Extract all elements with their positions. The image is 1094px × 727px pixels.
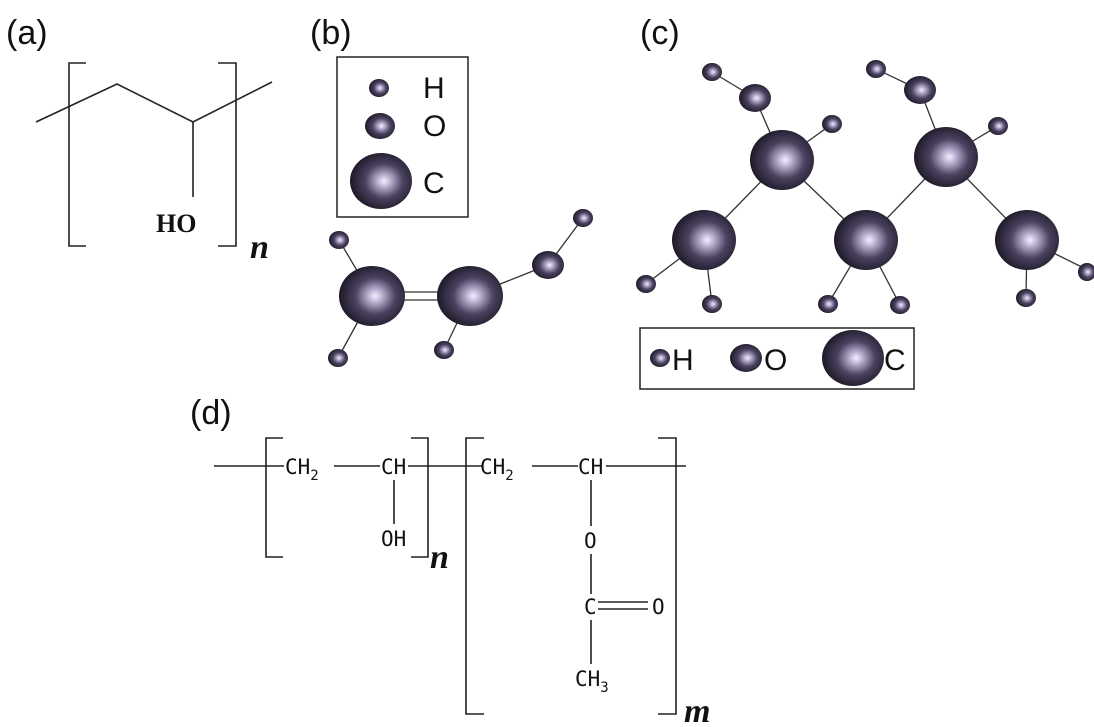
chain-h-9 (1016, 289, 1036, 307)
chain-o-2 (904, 76, 936, 104)
atom-h-1 (329, 231, 349, 249)
legend-b-carbon-label: C (423, 167, 445, 200)
va-repeat-n: n (430, 539, 449, 576)
chain-h-10 (1078, 263, 1094, 281)
chain-c-5 (995, 210, 1059, 270)
panel-d-label: (d) (190, 394, 232, 432)
panel-c-label: (c) (640, 14, 680, 52)
legend-c-hydrogen-label: H (672, 344, 694, 377)
va-ch2-sub: 2 (310, 468, 318, 484)
legend-c-carbon-atom (822, 330, 884, 386)
vac-methyl-sub: 3 (600, 680, 608, 696)
atom-h-4 (573, 209, 593, 227)
panel-b-label: (b) (310, 14, 352, 52)
pva-right-bracket (218, 62, 237, 247)
atom-c-2 (437, 266, 503, 326)
panel-c-legend-box (639, 327, 915, 390)
va-ch2-label: CH2 (285, 455, 319, 484)
pva-repeat-n: n (250, 229, 269, 266)
chain-c-1 (672, 210, 736, 270)
chain-c-2 (750, 130, 814, 190)
legend-b-hydrogen-label: H (423, 72, 445, 105)
pva-skeletal-chain (35, 81, 273, 123)
vac-ch2-ch: CH (480, 455, 505, 479)
vac-left-bracket (465, 437, 484, 715)
legend-b-oxygen-label: O (423, 110, 446, 143)
chain-h-8 (890, 296, 910, 314)
vac-carbonyl-oxygen-label: O (652, 595, 665, 619)
pva-hydroxyl-label: HO (156, 209, 196, 238)
vac-methyl-label: CH3 (575, 667, 609, 696)
legend-c-carbon-label: C (884, 344, 906, 377)
atom-o-1 (532, 251, 564, 279)
chain-h-3 (866, 60, 886, 78)
vac-repeat-m: m (684, 693, 710, 727)
chain-h-2 (822, 115, 842, 133)
panel-c-legend: H O C (639, 327, 915, 390)
vac-ch2-label: CH2 (480, 455, 514, 484)
legend-b-hydrogen-atom (369, 79, 389, 97)
va-right-bracket (411, 437, 429, 558)
atom-c-1 (339, 266, 405, 326)
vac-carbonyl-carbon-label: C (584, 595, 597, 619)
legend-b-carbon-atom (350, 153, 412, 209)
legend-c-hydrogen-atom (650, 349, 670, 367)
vac-ch2-sub: 2 (505, 468, 513, 484)
chain-h-1 (702, 63, 722, 81)
pva-left-bracket (68, 62, 86, 247)
atom-h-3 (434, 341, 454, 359)
legend-c-oxygen-atom (730, 344, 762, 372)
va-ch-label: CH (381, 455, 406, 479)
legend-c-oxygen-label: O (764, 344, 787, 377)
pva-chain-model (636, 60, 1094, 314)
panel-a-label: (a) (6, 14, 48, 52)
va-ch2-ch: CH (285, 455, 310, 479)
chain-o-1 (739, 84, 771, 112)
panel-b-legend: H O C (336, 56, 469, 218)
va-left-bracket (265, 437, 283, 558)
atom-h-2 (328, 349, 348, 367)
panel-c: (c) (636, 14, 1094, 390)
vac-right-bracket (658, 437, 677, 715)
panel-b-legend-box (336, 56, 469, 218)
panel-a: (a) HO n (6, 14, 273, 266)
vac-methyl-ch: CH (575, 667, 600, 691)
chain-h-4 (988, 117, 1008, 135)
chain-h-7 (818, 295, 838, 313)
chain-c-3 (834, 210, 898, 270)
panel-b: (b) H O C (310, 14, 593, 367)
chain-c-4 (914, 127, 978, 187)
chain-h-6 (702, 295, 722, 313)
legend-b-oxygen-atom (365, 113, 395, 139)
va-oh-label: OH (381, 527, 406, 551)
panel-d: (d) CH2 CH OH n CH2 CH O C O CH3 (190, 394, 710, 727)
vac-ester-oxygen-label: O (584, 529, 597, 553)
chain-h-5 (636, 275, 656, 293)
vac-ch-label: CH (578, 455, 603, 479)
vinyl-alcohol-model (328, 209, 593, 367)
